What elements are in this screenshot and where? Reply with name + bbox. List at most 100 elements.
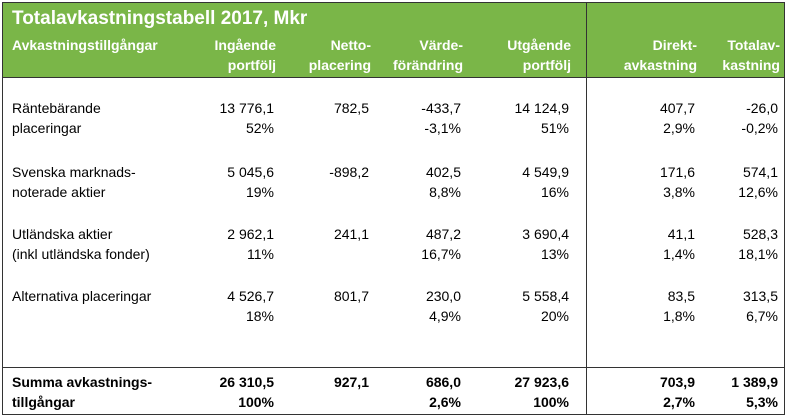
row-label: Räntebärande placeringar: [12, 98, 187, 138]
total-opening: 26 310,5 100%: [190, 372, 275, 412]
value: 801,7: [333, 288, 369, 304]
header-net-investment: Netto- placering: [282, 35, 371, 75]
cell-total: 574,1 12,6%: [700, 162, 778, 202]
row-label: Alternativa placeringar: [12, 286, 187, 306]
value: 4 526,7: [227, 288, 274, 304]
header-line1: Värde-: [419, 37, 463, 53]
value: 5 045,6: [227, 164, 274, 180]
share: 5,3%: [746, 394, 778, 410]
cell-opening: 13 776,1 52%: [190, 98, 275, 138]
cell-closing: 14 124,9 51%: [480, 98, 570, 138]
cell-direct: 83,5 1,8%: [600, 286, 695, 326]
share: 20%: [540, 308, 569, 324]
value: 528,3: [742, 226, 778, 242]
cell-change: 487,2 16,7%: [375, 224, 461, 264]
header-line2: portfölj: [227, 57, 276, 73]
header-value-change: Värde- förändring: [377, 35, 463, 75]
share: 11%: [247, 246, 274, 262]
cell-closing: 3 690,4 13%: [480, 224, 569, 264]
header-line2: kastning: [722, 57, 780, 73]
share: 51%: [540, 120, 569, 136]
share: -3,1%: [424, 120, 461, 136]
cell-direct: 41,1 1,4%: [600, 224, 695, 264]
value: 14 124,9: [514, 100, 570, 116]
header-line2: förändring: [393, 57, 463, 73]
value: -898,2: [329, 164, 369, 180]
value: 5 558,4: [522, 288, 569, 304]
cell-total: 528,3 18,1%: [700, 224, 778, 264]
header-direct-return: Direkt- avkastning: [602, 35, 697, 75]
value: 313,5: [742, 288, 778, 304]
cell-opening: 5 045,6 19%: [190, 162, 274, 202]
share: 2,9%: [663, 120, 695, 136]
value: 574,1: [742, 164, 778, 180]
header-closing-portfolio: Utgående portfölj: [482, 35, 571, 75]
cell-change: -433,7 -3,1%: [375, 98, 461, 138]
value: 13 776,1: [219, 100, 275, 116]
share: 16%: [540, 184, 569, 200]
cell-net: 801,7: [280, 286, 369, 306]
value: 3 690,4: [522, 226, 569, 242]
value: 402,5: [425, 164, 461, 180]
cell-net: 782,5: [280, 98, 369, 118]
value: 782,5: [333, 100, 369, 116]
cell-net: 241,1: [280, 224, 369, 244]
header-total-return: Totalav- kastning: [702, 35, 780, 75]
share: 8,8%: [429, 184, 461, 200]
value: -433,7: [421, 100, 461, 116]
value: 686,0: [425, 374, 461, 390]
value: 2 962,1: [227, 226, 274, 242]
total-label-line2: tillgångar: [12, 394, 76, 410]
value: 41,1: [667, 226, 695, 242]
value: 927,1: [333, 374, 369, 390]
value: 487,2: [425, 226, 461, 242]
value: 4 549,9: [522, 164, 569, 180]
share: 6,7%: [746, 308, 778, 324]
share: 3,8%: [663, 184, 695, 200]
cell-change: 402,5 8,8%: [375, 162, 461, 202]
value: 407,7: [659, 100, 695, 116]
total-direct: 703,9 2,7%: [600, 372, 695, 412]
border-right: [784, 2, 785, 415]
row-label-line1: Svenska marknads-: [12, 164, 136, 180]
header-line1: Ingående: [214, 37, 276, 53]
cell-closing: 5 558,4 20%: [480, 286, 569, 326]
share: 16,7%: [421, 246, 461, 262]
header-asset-class-line1: Avkastningstillgångar: [12, 37, 158, 53]
share: 19%: [245, 184, 274, 200]
border-top: [2, 2, 785, 3]
share: 100%: [238, 394, 274, 410]
row-label-line2: (inkl utländska fonder): [12, 246, 150, 262]
cell-direct: 171,6 3,8%: [600, 162, 695, 202]
border-bottom: [2, 414, 785, 415]
row-label-line2: placeringar: [12, 120, 82, 136]
share: 1,4%: [663, 246, 695, 262]
share: 2,6%: [429, 394, 461, 410]
header-line2: placering: [308, 57, 371, 73]
row-label-line2: noterade aktier: [12, 184, 106, 200]
share: 13%: [540, 246, 569, 262]
share: 52%: [245, 120, 274, 136]
header-line1: Utgående: [507, 37, 571, 53]
total-divider: [2, 367, 785, 368]
column-divider: [586, 2, 587, 415]
value: 26 310,5: [219, 374, 275, 390]
share: 18%: [245, 308, 274, 324]
value: 703,9: [659, 374, 695, 390]
share: -0,2%: [741, 120, 778, 136]
table-header: Totalavkastningstabell 2017, Mkr Avkastn…: [2, 2, 784, 77]
cell-total: -26,0 -0,2%: [700, 98, 778, 138]
row-label-line1: Alternativa placeringar: [12, 288, 152, 304]
share: 100%: [533, 394, 569, 410]
share: 1,8%: [663, 308, 695, 324]
total-closing: 27 923,6 100%: [480, 372, 570, 412]
header-line2: avkastning: [623, 57, 697, 73]
value: 171,6: [659, 164, 695, 180]
value: 1 389,9: [731, 374, 778, 390]
table-title: Totalavkastningstabell 2017, Mkr: [12, 8, 308, 29]
cell-net: -898,2: [280, 162, 369, 182]
header-line2: portfölj: [522, 57, 571, 73]
cell-opening: 4 526,7 18%: [190, 286, 274, 326]
cell-opening: 2 962,1 11%: [190, 224, 274, 264]
